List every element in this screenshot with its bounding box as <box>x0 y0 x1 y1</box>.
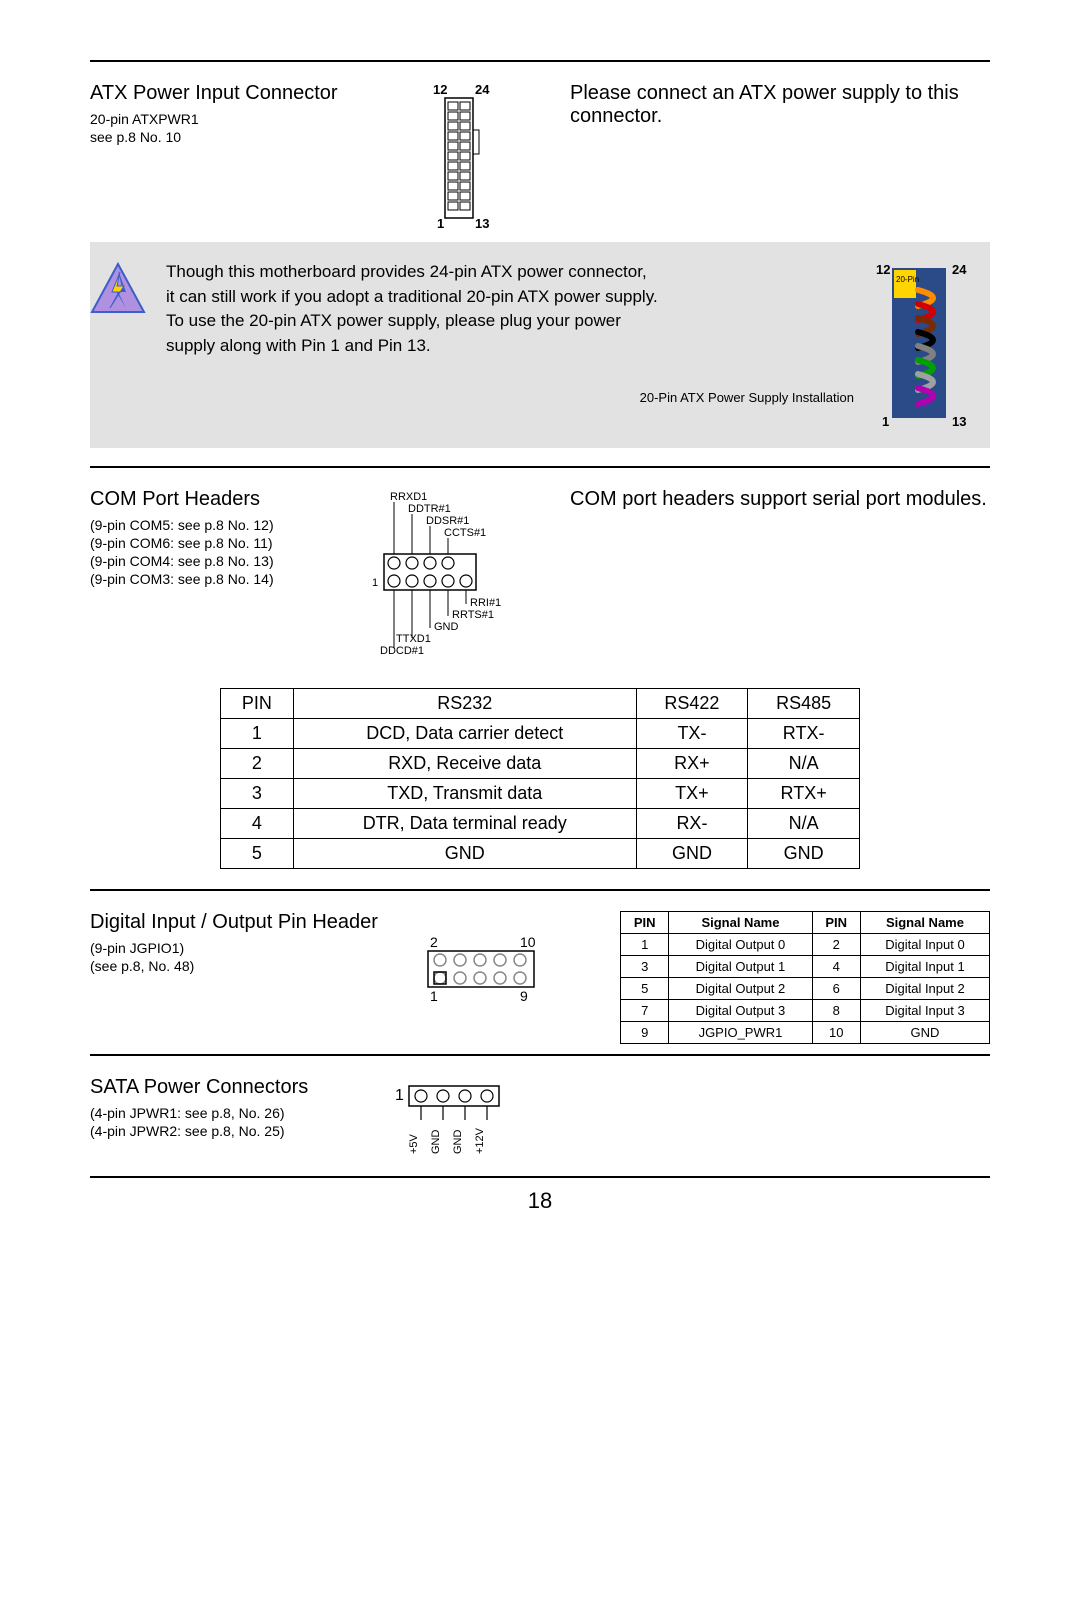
atx-pin-13: 13 <box>475 216 489 231</box>
svg-text:DDCD#1: DDCD#1 <box>380 645 424 657</box>
note-line3: To use the 20-pin ATX power supply, plea… <box>166 309 854 334</box>
com-ref-0: (9-pin COM5: see p.8 No. 12) <box>90 517 330 533</box>
dio-table: PIN Signal Name PIN Signal Name 1Digital… <box>620 911 990 1044</box>
lightning-icon <box>88 260 148 430</box>
svg-text:DDTR#1: DDTR#1 <box>408 503 451 515</box>
com-th-rs485: RS485 <box>748 689 860 719</box>
svg-text:1: 1 <box>430 988 438 1004</box>
note-caption: 20-Pin ATX Power Supply Installation <box>166 389 854 408</box>
svg-text:DDSR#1: DDSR#1 <box>426 515 469 527</box>
sata-pin-diagram: 1 +5V GND GND +12V <box>370 1076 550 1166</box>
svg-text:2: 2 <box>430 935 438 950</box>
dio-pin-diagram: 2 10 1 9 <box>398 911 568 1044</box>
com-ref-3: (9-pin COM3: see p.8 No. 14) <box>90 571 330 587</box>
com-title: COM Port Headers <box>90 488 330 511</box>
atx-title: ATX Power Input Connector <box>90 82 350 105</box>
com-desc: COM port headers support serial port mod… <box>570 488 990 511</box>
svg-text:CCTS#1: CCTS#1 <box>444 527 486 539</box>
atx-sub1: 20-pin ATXPWR1 <box>90 111 350 127</box>
com-pin-table: PIN RS232 RS422 RS485 1DCD, Data carrier… <box>220 688 860 869</box>
svg-text:9: 9 <box>520 988 528 1004</box>
svg-text:TTXD1: TTXD1 <box>396 633 431 645</box>
svg-text:24: 24 <box>952 262 967 277</box>
svg-text:GND: GND <box>430 1130 442 1155</box>
svg-text:1: 1 <box>372 577 378 589</box>
svg-text:12: 12 <box>876 262 890 277</box>
com-th-rs422: RS422 <box>636 689 748 719</box>
atx-photo-diagram: 12 24 20-Pin 1 13 <box>872 260 972 430</box>
dio-section: Digital Input / Output Pin Header (9-pin… <box>90 891 990 1054</box>
atx-pin-12: 12 <box>433 82 447 97</box>
note-line2: it can still work if you adopt a traditi… <box>166 285 854 310</box>
note-line1: Though this motherboard provides 24-pin … <box>166 260 854 285</box>
svg-text:20-Pin: 20-Pin <box>896 275 919 284</box>
page-number: 18 <box>90 1188 990 1214</box>
com-th-pin: PIN <box>221 689 294 719</box>
svg-text:GND: GND <box>452 1130 464 1155</box>
svg-text:10: 10 <box>520 935 536 950</box>
dio-title: Digital Input / Output Pin Header <box>90 911 378 934</box>
sata-title: SATA Power Connectors <box>90 1076 350 1099</box>
atx-note-box: Though this motherboard provides 24-pin … <box>90 242 990 448</box>
svg-text:RRI#1: RRI#1 <box>470 597 501 609</box>
sata-ref-1: (4-pin JPWR2: see p.8, No. 25) <box>90 1123 350 1139</box>
note-line4: supply along with Pin 1 and Pin 13. <box>166 334 854 359</box>
atx-sub2: see p.8 No. 10 <box>90 129 350 145</box>
svg-text:RRTS#1: RRTS#1 <box>452 609 494 621</box>
svg-text:13: 13 <box>952 414 966 429</box>
svg-text:+5V: +5V <box>408 1133 420 1154</box>
svg-text:GND: GND <box>434 621 459 633</box>
com-ref-1: (9-pin COM6: see p.8 No. 11) <box>90 535 330 551</box>
com-ref-2: (9-pin COM4: see p.8 No. 13) <box>90 553 330 569</box>
com-section: COM Port Headers (9-pin COM5: see p.8 No… <box>90 468 990 889</box>
atx-section: ATX Power Input Connector 20-pin ATXPWR1… <box>90 62 990 242</box>
sata-ref-0: (4-pin JPWR1: see p.8, No. 26) <box>90 1105 350 1121</box>
svg-text:1: 1 <box>395 1087 404 1104</box>
svg-text:RRXD1: RRXD1 <box>390 491 427 503</box>
svg-text:1: 1 <box>882 414 889 429</box>
atx-pin-24: 24 <box>475 82 490 97</box>
dio-sub2: (see p.8, No. 48) <box>90 958 378 974</box>
atx-desc: Please connect an ATX power supply to th… <box>570 82 990 128</box>
dio-sub1: (9-pin JGPIO1) <box>90 940 378 956</box>
com-pin-diagram: RRXD1 DDTR#1 DDSR#1 CCTS#1 <box>350 488 550 668</box>
sata-section: SATA Power Connectors (4-pin JPWR1: see … <box>90 1056 990 1176</box>
svg-text:+12V: +12V <box>474 1127 486 1154</box>
atx-pin-1: 1 <box>437 216 444 231</box>
atx-connector-diagram: 12 24 <box>370 82 550 232</box>
com-th-rs232: RS232 <box>293 689 636 719</box>
